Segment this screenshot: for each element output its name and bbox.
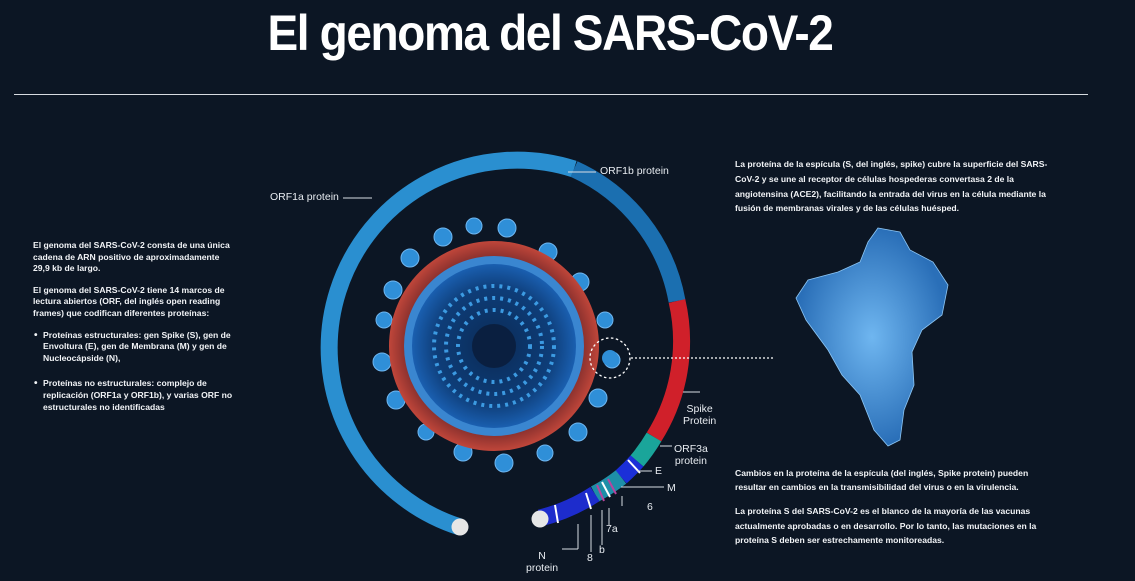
orf3a-segment xyxy=(630,432,662,467)
rna-coil xyxy=(432,284,556,408)
spike-protein-structure xyxy=(795,227,949,447)
left-description: El genoma del SARS-CoV-2 consta de una ú… xyxy=(33,240,233,427)
e-segment xyxy=(615,455,644,484)
highlighted-spike xyxy=(589,337,631,379)
orf3a-label-line-2: protein xyxy=(674,455,707,468)
orf3a-label: ORF3a protein xyxy=(674,443,708,467)
spike-label-line-1: Spike xyxy=(686,403,713,415)
orf6-label: 6 xyxy=(647,501,653,513)
m-segment xyxy=(590,470,627,502)
ring-end-cap xyxy=(451,518,469,536)
genome-ring xyxy=(320,151,691,536)
virus-illustration xyxy=(372,217,775,473)
orf3a-label-line-1: ORF3a xyxy=(674,443,708,455)
spike-label: Spike Protein xyxy=(683,403,716,427)
vaccine-target-text: La proteína S del SARS-CoV-2 es el blanc… xyxy=(735,506,1037,545)
protein-list: Proteínas estructurales: gen Spike (S), … xyxy=(33,329,233,414)
n-label-line-2: protein xyxy=(526,562,559,575)
title-divider xyxy=(14,94,1088,95)
list-item: Proteínas no estructurales: complejo de … xyxy=(34,377,233,413)
orf1a-segment xyxy=(320,151,577,536)
page-title: El genoma del SARS-CoV-2 xyxy=(267,5,834,61)
n-label-line-1: N xyxy=(538,550,546,562)
spike-label-line-2: Protein xyxy=(683,415,717,428)
genome-length-text: El genoma del SARS-CoV-2 consta de una ú… xyxy=(33,240,230,274)
orf1a-label: ORF1a protein xyxy=(270,191,339,203)
mutation-description: Cambios en la proteína de la espícula (d… xyxy=(735,466,1055,557)
orf8-label: 8 xyxy=(587,552,593,564)
orf7a-label: 7a xyxy=(606,523,618,535)
e-label: E xyxy=(655,465,663,477)
spike-segment xyxy=(646,299,691,442)
orf7b-label: b xyxy=(599,544,605,556)
m-label: M xyxy=(667,482,676,494)
n-label: N protein xyxy=(526,550,558,574)
spike-changes-text: Cambios en la proteína de la espícula (d… xyxy=(735,468,1029,493)
leader-lines xyxy=(343,171,700,552)
orf1b-label: ORF1b protein xyxy=(600,165,669,177)
orf1b-segment xyxy=(570,161,686,303)
list-item: Proteínas estructurales: gen Spike (S), … xyxy=(34,329,233,365)
spike-description: La proteína de la espícula (S, del inglé… xyxy=(735,159,1048,214)
orf-intro-text: El genoma del SARS-CoV-2 tiene 14 marcos… xyxy=(33,284,225,318)
ring-start-cap xyxy=(531,510,549,528)
